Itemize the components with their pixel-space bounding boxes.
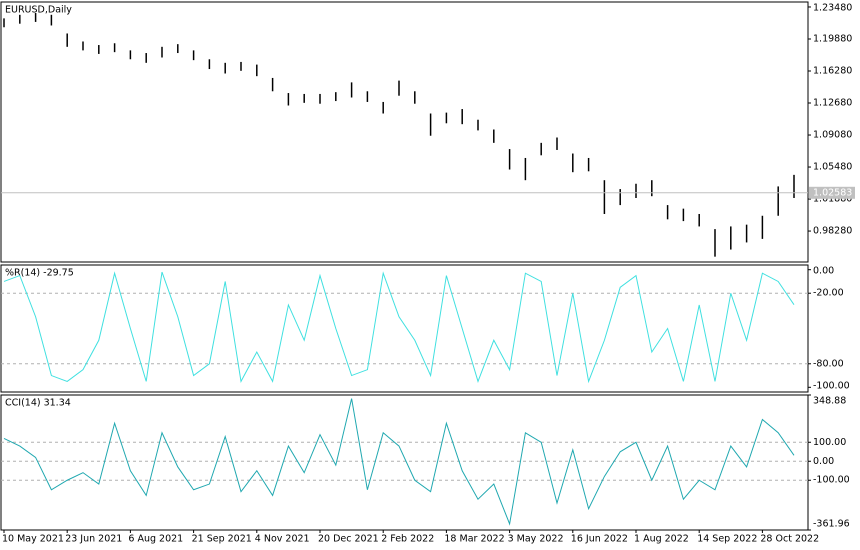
y-tick-label: 1.16280 <box>813 66 852 77</box>
y-tick-label: 0.00 <box>813 456 834 467</box>
pane-title: CCI(14) 31.34 <box>5 398 71 409</box>
last-price-label: 1.02583 <box>813 187 852 198</box>
indicator-line <box>3 398 795 526</box>
x-tick-label: 23 Jun 2021 <box>65 534 122 545</box>
y-tick-label: -20.00 <box>813 288 844 299</box>
x-tick-label: 1 Aug 2022 <box>634 534 689 545</box>
y-tick-label: -100.00 <box>813 381 850 392</box>
pane-title: EURUSD,Daily <box>5 5 72 16</box>
y-tick-label: 1.05480 <box>813 162 852 173</box>
x-tick-label: 4 Nov 2021 <box>255 534 310 545</box>
x-tick-label: 3 May 2022 <box>508 534 564 545</box>
x-tick-label: 20 Dec 2021 <box>318 534 379 545</box>
y-tick-label: 100.00 <box>813 437 846 448</box>
pane-frame <box>0 1 809 263</box>
y-tick-label: -361.96 <box>813 519 850 530</box>
y-tick-label: 1.09080 <box>813 130 852 141</box>
y-tick-label: -100.00 <box>813 475 850 486</box>
y-tick-label: 348.88 <box>813 396 846 407</box>
pane-frame <box>0 264 809 393</box>
x-tick-label: 2 Feb 2022 <box>381 534 434 545</box>
y-tick-label: -80.00 <box>813 358 844 369</box>
y-tick-label: 1.01880 <box>813 194 852 205</box>
x-tick-label: 14 Sep 2022 <box>697 534 757 545</box>
last-price-box <box>809 186 855 199</box>
x-tick-label: 21 Sep 2021 <box>192 534 252 545</box>
x-tick-label: 28 Oct 2022 <box>760 534 819 545</box>
pane-frame <box>0 394 809 531</box>
y-tick-label: 1.12680 <box>813 98 852 109</box>
pane-title: %R(14) -29.75 <box>5 268 74 279</box>
x-tick-label: 6 Aug 2021 <box>128 534 183 545</box>
x-tick-label: 16 Jun 2022 <box>571 534 628 545</box>
indicator-line <box>3 271 795 384</box>
x-tick-label: 10 May 2021 <box>2 534 64 545</box>
y-tick-label: 0.00 <box>813 266 834 277</box>
y-tick-label: 1.19880 <box>813 33 852 44</box>
y-tick-label: 0.98280 <box>813 226 852 237</box>
y-tick-label: 1.23480 <box>813 3 852 14</box>
x-tick-label: 18 Mar 2022 <box>444 534 504 545</box>
